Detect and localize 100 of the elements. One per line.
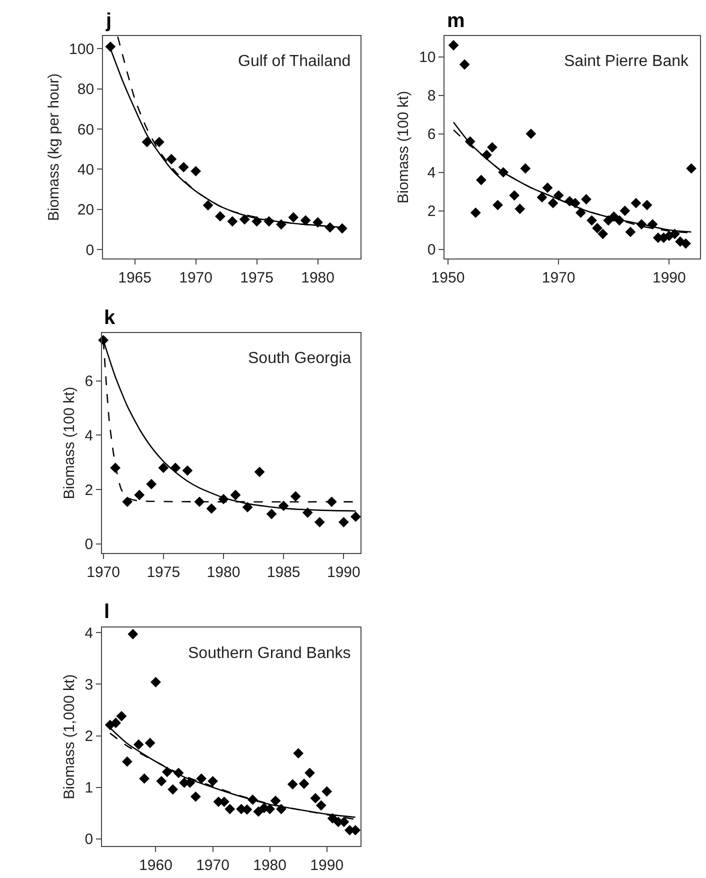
y-axis-title: Biomass (1,000 kt) bbox=[61, 674, 78, 800]
x-tick-label: 1970 bbox=[86, 564, 120, 581]
point bbox=[686, 163, 696, 174]
x-tick-label: 1990 bbox=[310, 857, 344, 874]
point bbox=[526, 128, 536, 139]
point bbox=[150, 676, 161, 688]
point bbox=[206, 503, 217, 514]
y-tick-label: 0 bbox=[427, 242, 436, 259]
point bbox=[105, 41, 116, 52]
y-tick-label: 60 bbox=[77, 121, 94, 138]
x-tick-label: 1980 bbox=[253, 857, 286, 874]
y-tick-label: 8 bbox=[427, 88, 436, 105]
y-tick-label: 4 bbox=[84, 427, 94, 444]
point bbox=[166, 154, 177, 164]
point bbox=[156, 776, 167, 786]
point bbox=[509, 190, 520, 201]
y-tick-label: 2 bbox=[84, 482, 94, 499]
point bbox=[548, 198, 558, 208]
point bbox=[264, 804, 276, 814]
point bbox=[266, 508, 277, 520]
point bbox=[598, 228, 608, 240]
point bbox=[230, 490, 241, 500]
x-tick-label: 1975 bbox=[146, 564, 180, 581]
point bbox=[154, 136, 164, 148]
y-tick-label: 10 bbox=[418, 49, 436, 66]
y-tick-label: 2 bbox=[427, 203, 436, 220]
point bbox=[202, 200, 214, 211]
y-tick-label: 3 bbox=[84, 676, 94, 694]
y-tick-label: 6 bbox=[427, 126, 436, 144]
point bbox=[620, 206, 630, 216]
x-tick-label: 1970 bbox=[542, 270, 576, 287]
point bbox=[338, 516, 349, 528]
y-tick-label: 6 bbox=[84, 373, 94, 390]
point bbox=[298, 778, 310, 789]
annotation: Southern Grand Banks bbox=[188, 645, 351, 662]
y-tick-label: 0 bbox=[86, 242, 94, 259]
chart-title: j bbox=[105, 10, 112, 32]
point bbox=[134, 490, 145, 500]
point bbox=[476, 174, 486, 186]
point bbox=[322, 786, 332, 797]
point bbox=[182, 465, 193, 476]
point bbox=[514, 204, 526, 214]
point bbox=[190, 166, 202, 176]
point bbox=[625, 226, 636, 238]
point bbox=[553, 190, 564, 201]
point bbox=[158, 462, 169, 474]
annotation: South Georgia bbox=[248, 350, 352, 367]
y-tick-label: 20 bbox=[77, 202, 94, 219]
x-tick-label: 1970 bbox=[196, 857, 230, 874]
chart-title: l bbox=[104, 601, 110, 623]
point bbox=[196, 773, 207, 784]
point bbox=[542, 182, 553, 193]
y-tick-label: 0 bbox=[84, 831, 94, 848]
x-tick-label: 1980 bbox=[301, 270, 334, 287]
point bbox=[316, 800, 326, 811]
point bbox=[128, 628, 138, 640]
point bbox=[146, 478, 157, 490]
point bbox=[122, 756, 132, 767]
point bbox=[300, 215, 311, 226]
y-axis-title: Biomass (kg per hour) bbox=[45, 73, 62, 221]
chart-title: k bbox=[104, 307, 116, 329]
point bbox=[288, 212, 299, 223]
y-tick-label: 4 bbox=[84, 624, 94, 642]
point bbox=[254, 466, 265, 478]
point bbox=[144, 738, 156, 748]
point bbox=[492, 200, 503, 210]
point bbox=[227, 216, 238, 227]
x-tick-label: 1965 bbox=[118, 270, 152, 287]
point bbox=[630, 198, 642, 208]
point bbox=[293, 748, 304, 759]
point bbox=[586, 215, 597, 226]
point bbox=[536, 192, 548, 203]
x-tick-label: 1960 bbox=[139, 857, 172, 874]
point bbox=[168, 784, 178, 795]
point bbox=[287, 779, 298, 790]
point bbox=[312, 217, 323, 228]
x-tick-label: 1970 bbox=[179, 270, 212, 287]
point bbox=[487, 142, 498, 152]
point bbox=[190, 791, 201, 802]
x-tick-label: 1990 bbox=[652, 270, 686, 287]
chart-title: m bbox=[447, 10, 465, 32]
point bbox=[122, 496, 133, 507]
point bbox=[239, 214, 250, 225]
point bbox=[139, 773, 150, 784]
point bbox=[116, 710, 127, 722]
annotation: Gulf of Thailand bbox=[238, 53, 351, 70]
y-tick-label: 0 bbox=[84, 536, 94, 554]
point bbox=[215, 211, 226, 222]
point bbox=[575, 208, 586, 218]
point bbox=[470, 208, 481, 218]
y-tick-label: 1 bbox=[84, 780, 94, 797]
point bbox=[252, 216, 262, 227]
point bbox=[208, 776, 218, 786]
point bbox=[592, 222, 602, 234]
x-tick-label: 1990 bbox=[326, 564, 360, 581]
y-tick-label: 40 bbox=[77, 161, 94, 178]
point bbox=[290, 491, 301, 502]
point bbox=[642, 200, 652, 210]
point bbox=[224, 804, 236, 814]
point bbox=[520, 163, 531, 174]
